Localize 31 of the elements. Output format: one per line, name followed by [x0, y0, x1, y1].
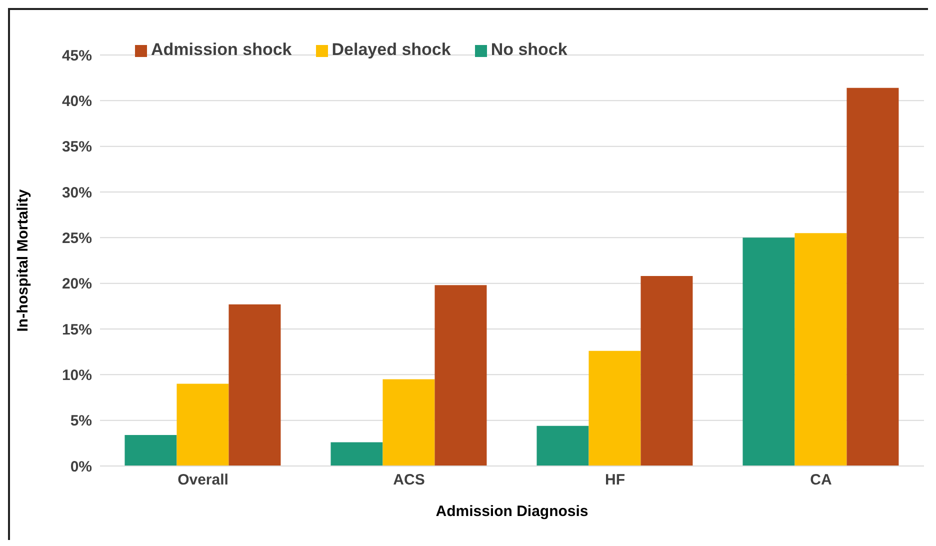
- y-axis-title: In-hospital Mortality: [14, 188, 32, 332]
- y-tick-label: 35%: [62, 138, 92, 156]
- x-tick-label: ACS: [393, 472, 425, 489]
- x-tick-label: HF: [605, 472, 625, 489]
- y-tick-label: 0%: [70, 458, 92, 476]
- bar: [434, 285, 487, 466]
- bar: [794, 233, 847, 466]
- y-tick-label: 25%: [62, 230, 92, 247]
- bar: [228, 304, 281, 466]
- bar: [330, 442, 383, 466]
- bar: [742, 238, 795, 466]
- x-tick-label: CA: [810, 472, 832, 489]
- y-tick-label: 30%: [62, 184, 92, 202]
- bar: [382, 379, 435, 466]
- bar: [176, 384, 229, 466]
- legend-label: No shock: [490, 40, 568, 59]
- bar: [536, 426, 589, 466]
- y-tick-label: 5%: [70, 412, 92, 430]
- legend-label: Delayed shock: [332, 40, 451, 59]
- bar: [640, 276, 693, 466]
- bar: [846, 88, 899, 466]
- x-axis-title: Admission Diagnosis: [436, 503, 588, 520]
- legend-label: Admission shock: [151, 40, 292, 59]
- y-tick-label: 40%: [62, 92, 92, 110]
- bar: [124, 434, 177, 466]
- bar: [588, 350, 641, 466]
- y-tick-label: 20%: [62, 276, 92, 293]
- y-tick-label: 10%: [62, 366, 92, 384]
- y-tick-label: 45%: [62, 47, 92, 64]
- x-tick-label: Overall: [178, 472, 228, 489]
- y-tick-label: 15%: [62, 321, 92, 338]
